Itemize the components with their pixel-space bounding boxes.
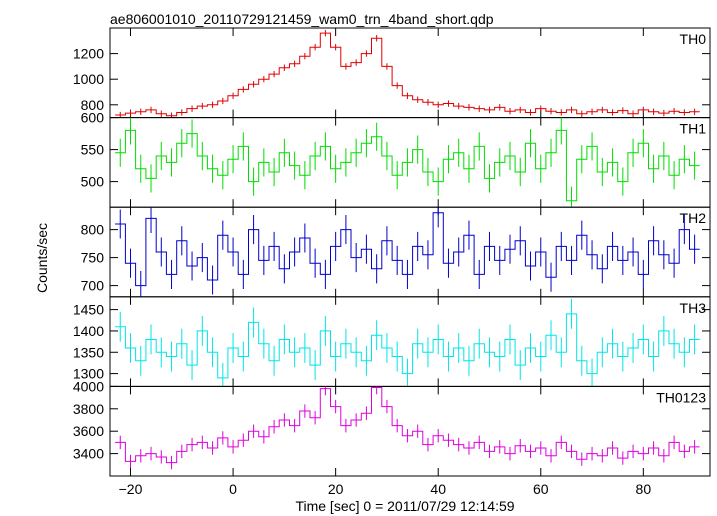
- series-th2: [115, 207, 700, 297]
- y-tick-label: 1200: [73, 46, 104, 62]
- series-th3: [115, 298, 700, 387]
- y-axis-label: Counts/sec: [34, 223, 50, 293]
- x-axis-label: Time [sec] 0 = 2011/07/29 12:14:59: [295, 498, 514, 514]
- x-tick-label: 60: [533, 481, 549, 497]
- y-tick-label: 1400: [73, 323, 104, 339]
- x-tick-label: 20: [328, 481, 344, 497]
- y-tick-label: 500: [81, 174, 105, 190]
- y-tick-label: 4000: [73, 378, 104, 394]
- series-step-line: [115, 387, 700, 464]
- panel-name-label: TH3: [680, 300, 707, 316]
- series-th0: [115, 29, 700, 118]
- panel-name-label: TH0: [680, 31, 707, 47]
- panel-th1: 500 550 600 TH1: [81, 110, 711, 208]
- y-tick-label: 3800: [73, 401, 104, 417]
- y-tick-label: 1300: [73, 366, 104, 382]
- panel-th2: 700 750 800 TH2: [81, 206, 711, 298]
- panel-th0: 800 1000 1200 TH0: [73, 27, 711, 119]
- panel-frame: [109, 206, 711, 298]
- panel-frame: [109, 296, 711, 387]
- panel-frame: [109, 27, 711, 119]
- series-th0123: [115, 386, 700, 470]
- x-tick-label: 0: [229, 481, 237, 497]
- y-tick-label: 3600: [73, 423, 104, 439]
- panel-name-label: TH1: [680, 121, 707, 137]
- panel-th0123: 3400 3600 3800 4000 −20 0 20 40 60 80 TH0123: [73, 378, 711, 497]
- y-tick-label: 700: [81, 278, 105, 294]
- panel-name-label: TH0123: [656, 389, 706, 405]
- series-th1: [115, 117, 700, 208]
- y-tick-label: 550: [81, 142, 105, 158]
- x-tick-label: 40: [430, 481, 446, 497]
- y-tick-label: 800: [81, 222, 105, 238]
- panel-frame: [109, 385, 711, 477]
- panel-th3: 1300 1350 1400 1450 TH3: [73, 296, 711, 387]
- y-tick-label: 800: [81, 97, 105, 113]
- y-tick-label: 750: [81, 250, 105, 266]
- chart-title: ae806001010_20110729121459_wam0_trn_4ban…: [110, 11, 494, 27]
- y-tick-label: 1000: [73, 71, 104, 87]
- panel-name-label: TH2: [680, 210, 707, 226]
- x-tick-label: −20: [119, 481, 143, 497]
- panels-group: 80010001200TH0500550600TH1700750800TH213…: [73, 27, 711, 497]
- y-tick-label: 1450: [73, 302, 104, 318]
- y-tick-label: 600: [81, 110, 105, 126]
- x-tick-label: 80: [636, 481, 652, 497]
- y-tick-label: 3400: [73, 446, 104, 462]
- y-tick-label: 1350: [73, 344, 104, 360]
